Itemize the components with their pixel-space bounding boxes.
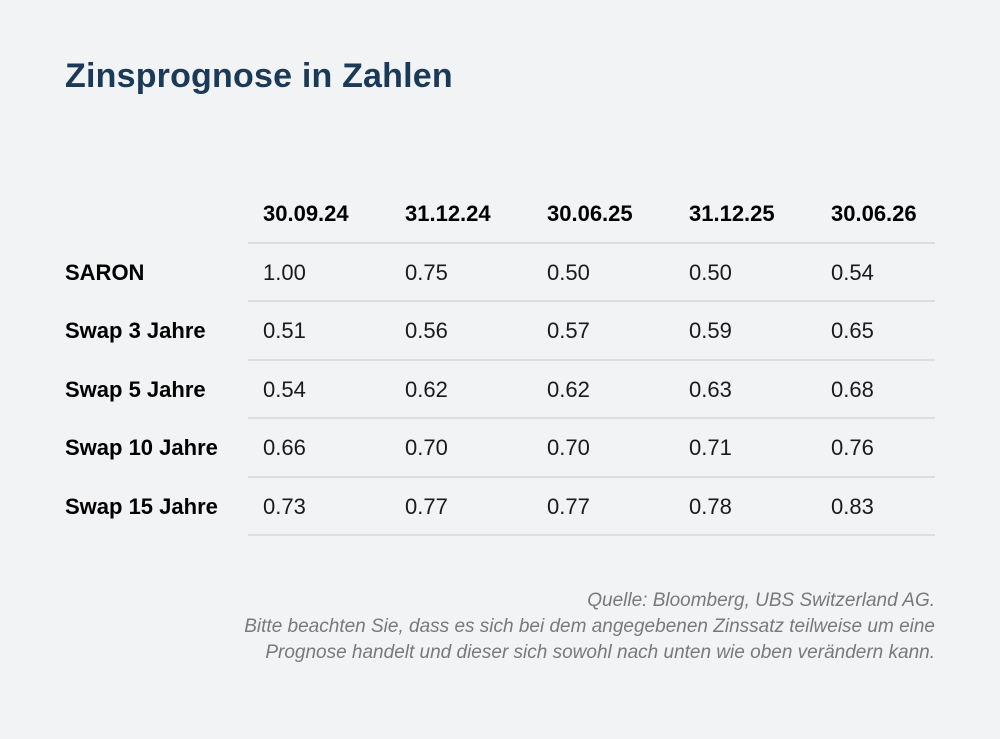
table-cell: 0.66 [263, 435, 306, 461]
table-cell: 0.75 [405, 259, 448, 285]
table-cell: 0.50 [547, 259, 590, 285]
table-row: Swap 10 Jahre 0.66 0.70 0.70 0.71 0.76 [65, 419, 958, 478]
table-cell: 0.73 [263, 493, 306, 519]
row-label: Swap 15 Jahre [65, 493, 218, 519]
table-cell: 0.54 [831, 259, 874, 285]
row-label: SARON [65, 259, 145, 285]
table-cell: 0.68 [831, 376, 874, 402]
table-cell: 0.62 [547, 376, 590, 402]
table-cell: 0.71 [689, 435, 732, 461]
row-label: Swap 10 Jahre [65, 435, 218, 461]
rates-table: 30.09.24 31.12.24 30.06.25 31.12.25 30.0… [65, 185, 958, 536]
column-header: 30.09.24 [263, 201, 349, 227]
table-cell: 1.00 [263, 259, 306, 285]
table-cell: 0.62 [405, 376, 448, 402]
table-row: Swap 5 Jahre 0.54 0.62 0.62 0.63 0.68 [65, 361, 958, 420]
table-row: SARON 1.00 0.75 0.50 0.50 0.54 [65, 244, 958, 303]
table-cell: 0.70 [405, 435, 448, 461]
table-cell: 0.70 [547, 435, 590, 461]
column-header: 30.06.26 [831, 201, 917, 227]
table-cell: 0.59 [689, 318, 732, 344]
table-cell: 0.50 [689, 259, 732, 285]
table-cell: 0.63 [689, 376, 732, 402]
page-title: Zinsprognose in Zahlen [65, 57, 453, 95]
column-header: 31.12.25 [689, 201, 775, 227]
table-cell: 0.77 [547, 493, 590, 519]
column-header: 31.12.24 [405, 201, 491, 227]
row-label: Swap 3 Jahre [65, 318, 206, 344]
table-cell: 0.83 [831, 493, 874, 519]
table-cell: 0.56 [405, 318, 448, 344]
disclaimer-line: Bitte beachten Sie, dass es sich bei dem… [244, 616, 935, 637]
source-note: Quelle: Bloomberg, UBS Switzerland AG. [587, 590, 935, 611]
column-header: 30.06.25 [547, 201, 633, 227]
table-cell: 0.77 [405, 493, 448, 519]
table-cell: 0.65 [831, 318, 874, 344]
table-cell: 0.57 [547, 318, 590, 344]
table-cell: 0.54 [263, 376, 306, 402]
table-cell: 0.76 [831, 435, 874, 461]
table-header-row: 30.09.24 31.12.24 30.06.25 31.12.25 30.0… [65, 185, 958, 244]
row-label: Swap 5 Jahre [65, 376, 206, 402]
table-cell: 0.78 [689, 493, 732, 519]
table-cell: 0.51 [263, 318, 306, 344]
footer-note: Quelle: Bloomberg, UBS Switzerland AG. B… [244, 588, 935, 666]
table-row: Swap 15 Jahre 0.73 0.77 0.77 0.78 0.83 [65, 478, 958, 537]
disclaimer-line: Prognose handelt und dieser sich sowohl … [265, 642, 935, 663]
table-row: Swap 3 Jahre 0.51 0.56 0.57 0.59 0.65 [65, 302, 958, 361]
